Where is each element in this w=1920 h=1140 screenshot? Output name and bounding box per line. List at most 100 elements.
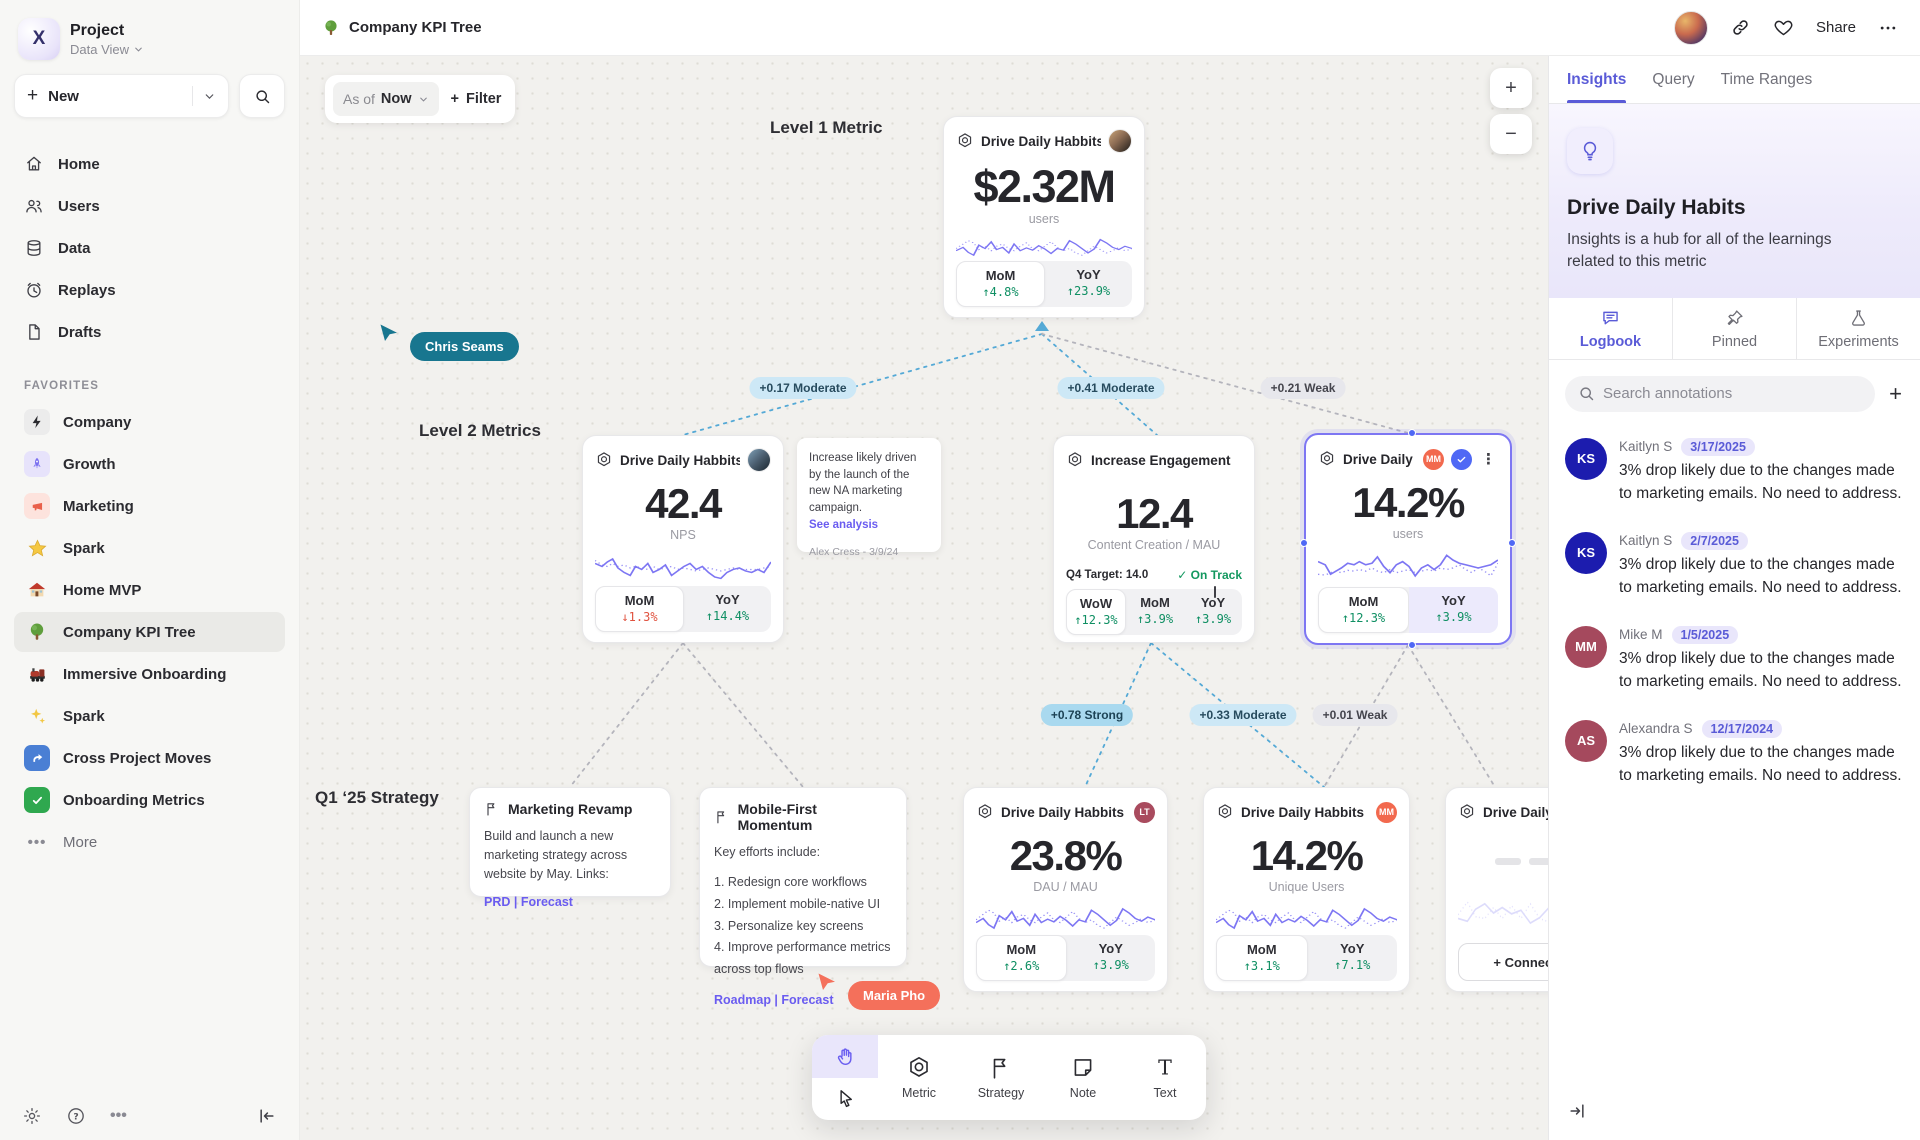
sidebar-item-replays[interactable]: Replays <box>14 270 285 310</box>
check-icon <box>24 787 50 813</box>
annotation-date-badge[interactable]: 3/17/2025 <box>1681 437 1755 456</box>
kpi-tree-canvas[interactable]: As of Now + Filter + − Level 1 Metric <box>300 56 1548 1140</box>
metric-card-nps[interactable]: Drive Daily Habbits 42.4 NPS MoM ↓1.3% Yo… <box>582 435 784 643</box>
mom-stat[interactable]: MoM ↑2.6% <box>976 935 1067 981</box>
see-analysis-link[interactable]: See analysis <box>809 518 879 531</box>
connect-metric-button[interactable]: + Connect <box>1458 943 1548 981</box>
more-menu-icon[interactable] <box>1878 18 1898 38</box>
annotation-date-badge[interactable]: 12/17/2024 <box>1701 719 1783 738</box>
sidebar-item-spark-2[interactable]: Spark <box>14 696 285 736</box>
sidebar-item-company[interactable]: Company <box>14 402 285 442</box>
mom-stat[interactable]: MoM ↑3.9% <box>1136 595 1174 627</box>
metric-icon <box>958 133 972 148</box>
yoy-stat[interactable]: YoY ↑7.1% <box>1334 941 1371 972</box>
sidebar-item-more[interactable]: ••• More <box>14 822 285 862</box>
sidebar-item-spark[interactable]: Spark <box>14 528 285 568</box>
user-avatar[interactable] <box>1673 10 1708 45</box>
sidebar-item-users[interactable]: Users <box>14 186 285 226</box>
metric-card-selected[interactable]: Drive Daily Habb.. MM ⋮ 14.2% users MoM↑… <box>1300 429 1516 649</box>
chevron-down-icon[interactable] <box>203 90 216 103</box>
annotation-item[interactable]: KS Kaitlyn S 2/7/2025 3% drop likely due… <box>1565 531 1904 600</box>
replay-clock-icon <box>27 282 41 298</box>
strategy-tool-button[interactable]: Strategy <box>960 1035 1042 1120</box>
settings-gear-icon[interactable] <box>22 1106 42 1126</box>
annotation-date-badge[interactable]: 2/7/2025 <box>1681 531 1748 550</box>
annotation-item[interactable]: MM Mike M 1/5/2025 3% drop likely due to… <box>1565 625 1904 694</box>
yoy-stat[interactable]: YoY ↑3.9% <box>1409 587 1498 633</box>
yoy-stat[interactable]: YoY ↑3.9% <box>1092 941 1129 972</box>
annotation-item[interactable]: AS Alexandra S 12/17/2024 3% drop likely… <box>1565 719 1904 788</box>
add-filter-button[interactable]: + Filter <box>450 91 502 107</box>
tab-insights[interactable]: Insights <box>1567 56 1627 103</box>
strategy-links[interactable]: PRD | Forecast <box>484 895 573 910</box>
card-menu-icon[interactable]: ⋮ <box>1481 451 1496 468</box>
mom-stat[interactable]: MoM ↑12.3% <box>1318 587 1409 633</box>
sidebar-item-data[interactable]: Data <box>14 228 285 268</box>
mom-stat[interactable]: MoM ↑4.8% <box>956 261 1045 307</box>
verified-check-icon <box>1451 448 1472 470</box>
tab-experiments[interactable]: Experiments <box>1797 297 1920 359</box>
note-tool-button[interactable]: Note <box>1042 1035 1124 1120</box>
wow-stat[interactable]: WoW ↑12.3% <box>1066 589 1126 636</box>
sidebar-item-company-kpi-tree[interactable]: Company KPI Tree <box>14 612 285 652</box>
metric-card-partial[interactable]: Drive Daily Hab + Connect <box>1445 787 1548 992</box>
annotation-author: Kaitlyn S <box>1619 439 1673 455</box>
strategy-card-marketing-revamp[interactable]: Marketing Revamp Build and launch a new … <box>469 787 671 909</box>
yoy-stat[interactable]: YoY ↑3.9% <box>1194 595 1232 627</box>
strategy-links[interactable]: Roadmap | Forecast <box>714 993 834 1008</box>
copy-link-icon[interactable] <box>1730 17 1751 38</box>
annotation-note-card[interactable]: Increase likely driven by the launch of … <box>797 438 941 558</box>
favorite-label: Spark <box>63 539 105 557</box>
metric-icon <box>1068 452 1082 467</box>
hand-tool-button[interactable] <box>812 1035 878 1078</box>
tab-pinned[interactable]: Pinned <box>1673 297 1797 359</box>
mom-stat[interactable]: MoM ↓1.3% <box>595 586 684 632</box>
sidebar-item-marketing[interactable]: Marketing <box>14 486 285 526</box>
cursor-arrow-icon <box>818 973 835 990</box>
help-icon[interactable]: ? <box>66 1106 86 1126</box>
metric-card-engagement[interactable]: Increase Engagement 12.4 Content Creatio… <box>1053 435 1255 643</box>
tab-time-ranges[interactable]: Time Ranges <box>1720 70 1813 88</box>
strategy-card-mobile-first[interactable]: Mobile-First Momentum Key efforts includ… <box>699 787 907 1007</box>
collapse-panel-icon[interactable] <box>1567 1101 1587 1126</box>
search-annotations-input[interactable] <box>1565 375 1876 412</box>
text-tool-button[interactable]: T Text <box>1153 1055 1177 1101</box>
zoom-in-button[interactable]: + <box>1490 68 1532 108</box>
metric-value: 42.4 <box>645 480 722 527</box>
search-icon <box>255 89 269 103</box>
favorite-heart-icon[interactable] <box>1773 17 1794 38</box>
as-of-dropdown[interactable]: As of Now <box>333 82 439 116</box>
sidebar-item-growth[interactable]: Growth <box>14 444 285 484</box>
sidebar-item-cross-project-moves[interactable]: Cross Project Moves <box>14 738 285 778</box>
metric-card-unique-users[interactable]: Drive Daily Habbits MM 14.2% Unique User… <box>1203 787 1410 992</box>
tab-query[interactable]: Query <box>1652 70 1695 88</box>
sidebar-item-onboarding-metrics[interactable]: Onboarding Metrics <box>14 780 285 820</box>
metric-card-dau-mau[interactable]: Drive Daily Habbits LT 23.8% DAU / MAU M… <box>963 787 1168 992</box>
zoom-out-button[interactable]: − <box>1490 114 1532 154</box>
yoy-stat[interactable]: YoY ↑14.4% <box>705 592 750 623</box>
favorite-label: Home MVP <box>63 581 142 599</box>
add-annotation-button[interactable]: + <box>1889 380 1902 406</box>
tab-logbook[interactable]: Logbook <box>1549 297 1673 359</box>
sparkline-chart <box>1216 907 1397 930</box>
workspace-switcher[interactable]: X Project Data View <box>14 16 285 74</box>
sidebar-item-home-mvp[interactable]: Home MVP <box>14 570 285 610</box>
new-button[interactable]: + New <box>14 74 229 118</box>
collapse-sidebar-icon[interactable] <box>257 1106 277 1126</box>
sidebar-item-home[interactable]: Home <box>14 144 285 184</box>
annotation-text: 3% drop likely due to the changes made t… <box>1619 461 1902 502</box>
search-button[interactable] <box>239 74 285 118</box>
mom-stat[interactable]: MoM ↑3.1% <box>1216 935 1308 981</box>
sidebar-item-drafts[interactable]: Drafts <box>14 312 285 352</box>
yoy-stat[interactable]: YoY ↑23.9% <box>1066 267 1111 298</box>
annotation-date-badge[interactable]: 1/5/2025 <box>1671 625 1739 644</box>
metric-tool-button[interactable]: Metric <box>878 1035 960 1120</box>
workspace-view[interactable]: Data View <box>70 42 144 57</box>
overflow-menu-icon[interactable]: ••• <box>110 1107 127 1124</box>
metric-hexagon-icon <box>910 1057 928 1077</box>
sidebar-item-immersive-onboarding[interactable]: Immersive Onboarding <box>14 654 285 694</box>
annotation-item[interactable]: KS Kaitlyn S 3/17/2025 3% drop likely du… <box>1565 437 1904 506</box>
share-button[interactable]: Share <box>1815 19 1856 36</box>
metric-card-level1[interactable]: Drive Daily Habbits $2.32M users MoM ↑4.8… <box>943 116 1145 318</box>
select-tool-button[interactable] <box>812 1078 878 1121</box>
